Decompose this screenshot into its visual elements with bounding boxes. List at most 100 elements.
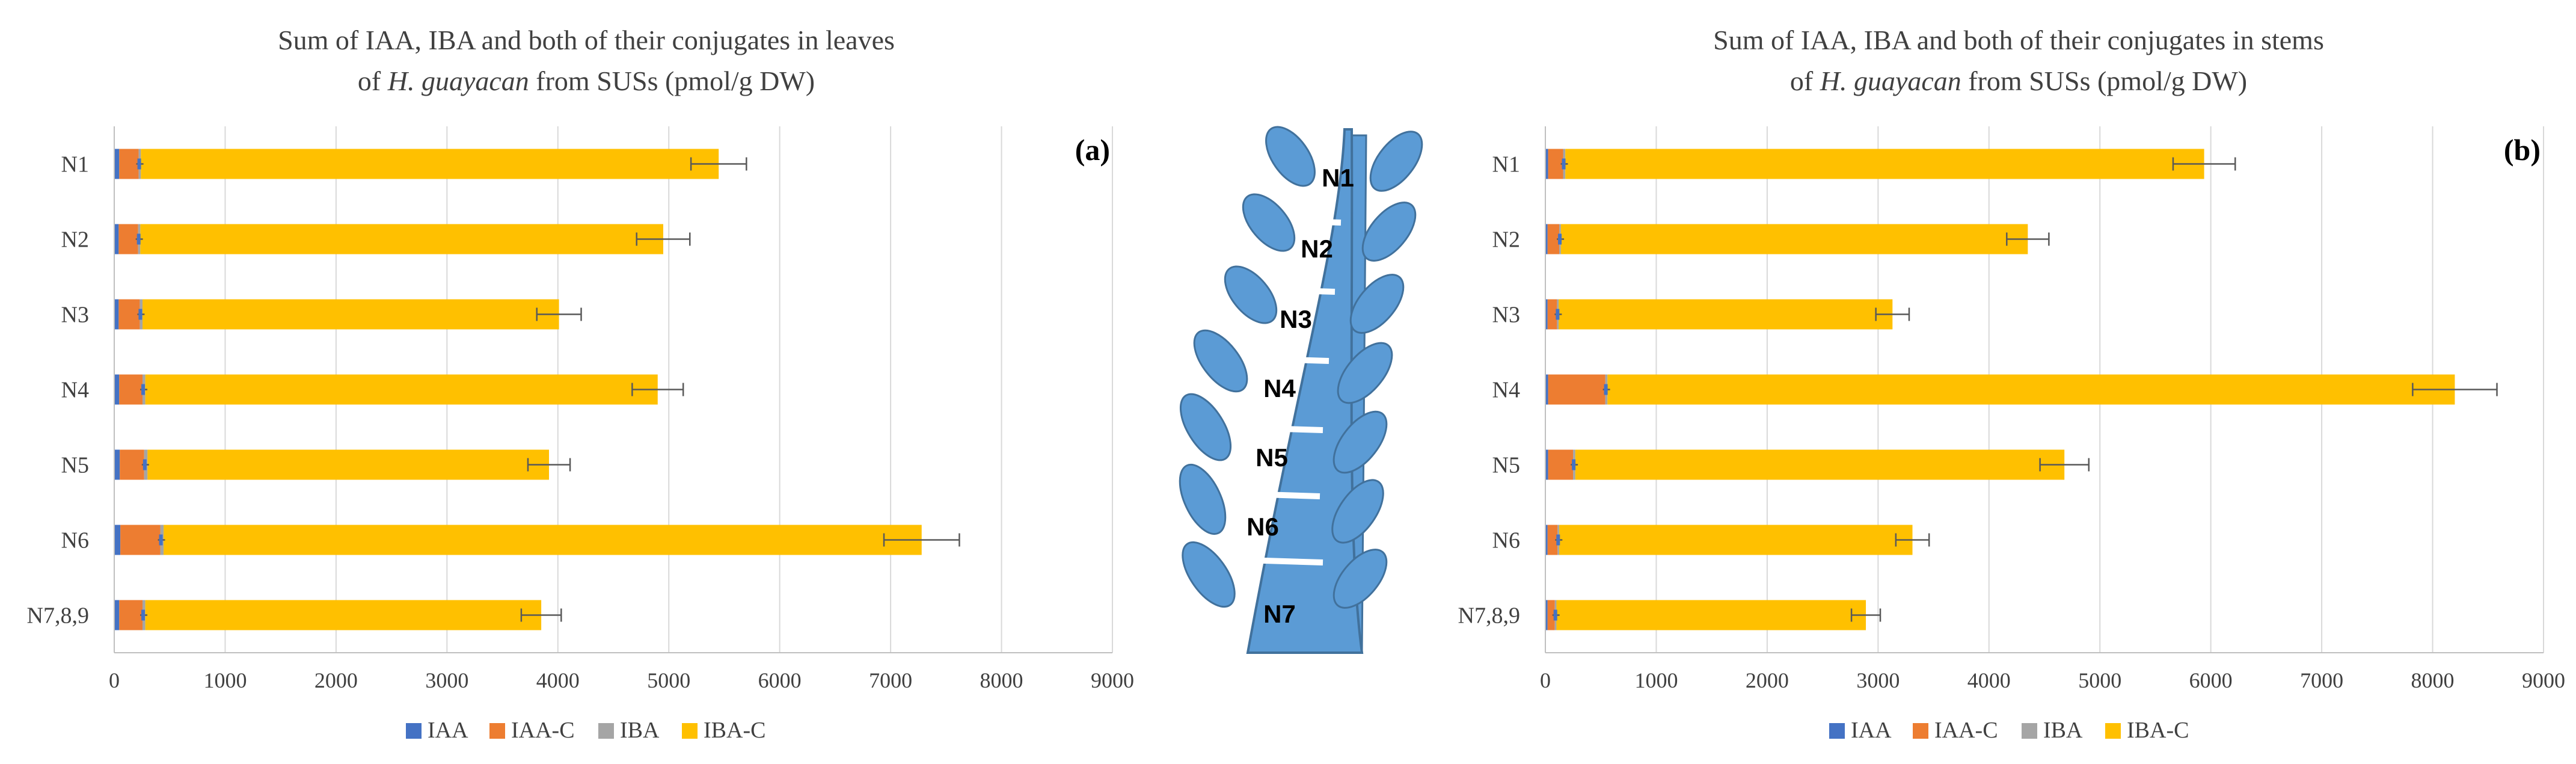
x-tick-label: 8000 <box>2411 668 2455 692</box>
bar-iaa-n2 <box>1545 224 1548 254</box>
bar-iaa-n3 <box>1545 299 1548 330</box>
category-label: N4 <box>61 378 89 403</box>
category-labels: N1 N2 N3 N4 N5 N6 N7,8,9 <box>1458 152 1520 629</box>
bar-iaa-c-n6 <box>1547 525 1558 555</box>
category-label: N2 <box>61 227 89 253</box>
bar-iaa-c-n5 <box>120 449 144 480</box>
category-label: N7,8,9 <box>27 603 89 629</box>
leaf-shape <box>1224 265 1278 324</box>
x-tick-label: 4000 <box>536 668 580 692</box>
error-bar-cap <box>1556 309 1560 320</box>
legend-swatch-iba-c <box>2105 723 2121 739</box>
title-prefix: of <box>358 66 388 96</box>
bar-iba-c-n4 <box>1607 374 2455 405</box>
title-suffix: from SUSs (pmol/g DW) <box>1961 66 2247 96</box>
bar-iaa-n1 <box>1545 149 1548 179</box>
x-tick-label: 6000 <box>2189 668 2233 692</box>
x-tick-label: 2000 <box>314 668 358 692</box>
x-tick-label: 8000 <box>980 668 1023 692</box>
leaf-shape <box>1361 202 1417 262</box>
legend-swatch-iba <box>2022 723 2037 739</box>
error-bar-cap <box>1556 534 1560 546</box>
leaf-shape <box>1331 479 1384 544</box>
node-divider <box>1226 556 1323 565</box>
legend-swatch-iba-c <box>682 723 698 739</box>
legend: IAA IAA-C IBA IBA-C <box>1829 718 2189 743</box>
bar-iaa-n4 <box>114 374 120 405</box>
bar-iaa-c-n5 <box>1548 449 1574 480</box>
bar-iaa-n5 <box>114 449 120 480</box>
bar-iaa-n5 <box>1545 449 1548 480</box>
leaf-shape <box>1337 342 1393 404</box>
bar-iba-c-n7-8-9 <box>145 600 542 630</box>
error-bar-cap <box>1558 233 1562 245</box>
legend-swatch-iaa <box>406 723 422 739</box>
bar-iaa-n1 <box>114 149 120 179</box>
category-label: N2 <box>1492 227 1520 253</box>
chart-title-line2: of H. guayacan from SUSs (pmol/g DW) <box>358 66 815 96</box>
error-bar-cap <box>138 309 143 320</box>
x-tick-label: 6000 <box>758 668 802 692</box>
leaf-shape <box>1265 126 1316 187</box>
chart-panel-b: Sum of IAA, IBA and both of their conjug… <box>1458 25 2565 743</box>
bar-iaa-c-n6 <box>120 525 161 555</box>
legend-swatch-iaa-c <box>489 723 505 739</box>
bars <box>114 149 922 630</box>
bar-iba-c-n7-8-9 <box>1556 600 1866 630</box>
error-bar-cap <box>1562 158 1566 170</box>
error-bars <box>1552 157 2498 622</box>
x-tick-label: 4000 <box>1967 668 2011 692</box>
bar-iaa-n4 <box>1545 374 1548 405</box>
axes <box>1545 126 2544 653</box>
legend-label: IAA-C <box>1934 718 1998 743</box>
bar-iaa-n7-8-9 <box>114 600 120 630</box>
legend-label: IBA <box>620 718 660 743</box>
error-bar-cap <box>143 459 147 470</box>
x-tick-label: 5000 <box>647 668 690 692</box>
bar-iba-c-n2 <box>140 224 663 254</box>
error-bar-cap <box>141 384 146 395</box>
x-tick-label: 1000 <box>203 668 247 692</box>
leaf-shape <box>1332 549 1388 609</box>
chart-title-line2: of H. guayacan from SUSs (pmol/g DW) <box>1790 66 2247 96</box>
legend-label: IBA <box>2043 718 2083 743</box>
node-label: N5 <box>1256 443 1288 472</box>
legend-swatch-iaa <box>1829 723 1845 739</box>
leaf-shape <box>1242 193 1296 252</box>
bar-iba-c-n5 <box>1575 449 2065 480</box>
x-tick-label: 9000 <box>2522 668 2565 692</box>
category-label: N7,8,9 <box>1458 603 1520 629</box>
error-bar-cap <box>141 609 146 621</box>
bar-iaa-c-n4 <box>119 374 143 405</box>
bar-iba-c-n6 <box>1559 525 1913 555</box>
x-tick-label: 3000 <box>425 668 468 692</box>
x-tick-label: 7000 <box>869 668 912 692</box>
category-label: N1 <box>61 152 89 177</box>
x-tick-label: 0 <box>109 668 120 692</box>
bar-iaa-n6 <box>1545 525 1548 555</box>
title-prefix: of <box>1790 66 1820 96</box>
legend: IAA IAA-C IBA IBA-C <box>406 718 765 743</box>
x-tick-label: 9000 <box>1091 668 1134 692</box>
error-bar-cap <box>1572 459 1576 470</box>
legend-label: IBA-C <box>704 718 765 743</box>
leaves <box>1179 126 1423 609</box>
category-labels: N1 N2 N3 N4 N5 N6 N7,8,9 <box>27 152 89 629</box>
bar-iba-c-n6 <box>164 525 922 555</box>
bar-iaa-n3 <box>114 299 119 330</box>
bar-iaa-c-n2 <box>1547 224 1560 254</box>
x-tick-label: 7000 <box>2300 668 2343 692</box>
category-label: N6 <box>61 528 89 553</box>
leaf-shape <box>1332 410 1388 474</box>
category-label: N6 <box>1492 528 1520 553</box>
node-label: N1 <box>1322 164 1354 192</box>
bar-iaa-c-n7-8-9 <box>119 600 143 630</box>
bar-iaa-c-n1 <box>1548 149 1563 179</box>
bar-iaa-c-n1 <box>119 149 139 179</box>
error-bar-cap <box>136 233 141 245</box>
bar-iba-c-n5 <box>147 449 550 480</box>
node-divider <box>1226 424 1323 433</box>
bar-iaa-c-n2 <box>118 224 138 254</box>
legend-label: IAA <box>1851 718 1892 743</box>
